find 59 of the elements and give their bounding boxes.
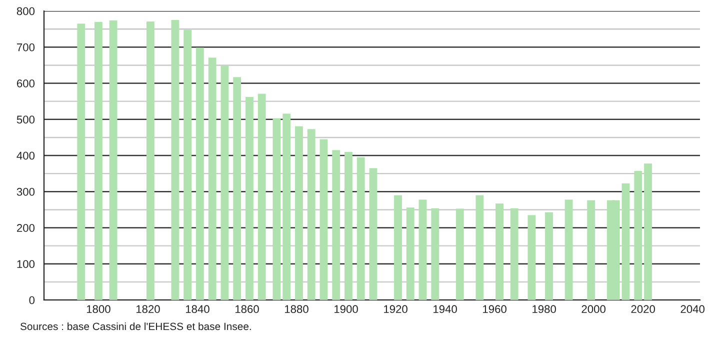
bar bbox=[344, 152, 352, 300]
y-tick-label: 800 bbox=[16, 7, 35, 16]
bar bbox=[644, 163, 652, 300]
x-tick-label: 2020 bbox=[631, 305, 655, 314]
bar bbox=[146, 21, 154, 300]
bar bbox=[258, 94, 266, 300]
x-tick-label: 1900 bbox=[334, 305, 358, 314]
x-tick-label: 2040 bbox=[680, 305, 704, 314]
bar bbox=[587, 200, 596, 300]
x-tick-label: 1840 bbox=[186, 305, 210, 314]
bar bbox=[233, 77, 242, 300]
bar bbox=[220, 66, 229, 300]
y-tick-label: 300 bbox=[16, 188, 35, 196]
x-tick-label: 1800 bbox=[86, 305, 110, 314]
x-tick-label: 1960 bbox=[483, 305, 506, 314]
x-tick-label: 1980 bbox=[532, 305, 556, 314]
y-tick-label: 500 bbox=[16, 116, 35, 124]
x-tick-label: 1940 bbox=[434, 305, 457, 314]
y-tick-label: 600 bbox=[17, 80, 35, 88]
bar bbox=[282, 114, 291, 300]
bar bbox=[307, 129, 316, 300]
bar bbox=[476, 195, 484, 300]
bar bbox=[208, 58, 216, 300]
x-tick-label: 1920 bbox=[384, 305, 408, 314]
bar bbox=[109, 20, 118, 300]
bar bbox=[431, 208, 440, 300]
x-tick-label: 1860 bbox=[235, 305, 259, 314]
bar bbox=[369, 168, 378, 300]
bar bbox=[320, 139, 328, 300]
bar bbox=[77, 24, 86, 300]
bar bbox=[406, 208, 414, 300]
bar bbox=[634, 171, 642, 300]
bar bbox=[545, 212, 553, 300]
bar bbox=[394, 195, 402, 300]
bar bbox=[356, 157, 365, 300]
y-tick-label: 200 bbox=[16, 224, 35, 232]
y-tick-label: 100 bbox=[17, 260, 35, 268]
source-note: Sources : base Cassini de l'EHESS et base Insee. bbox=[20, 322, 251, 330]
bar bbox=[246, 96, 254, 300]
bar bbox=[528, 215, 536, 300]
bar bbox=[94, 22, 102, 300]
bar bbox=[622, 183, 630, 300]
bar bbox=[564, 200, 573, 300]
bar bbox=[496, 204, 504, 300]
bar bbox=[332, 150, 340, 300]
bar bbox=[456, 208, 464, 300]
bar bbox=[171, 20, 180, 300]
x-tick-label: 1820 bbox=[136, 305, 160, 314]
bar bbox=[418, 200, 427, 300]
bar bbox=[295, 126, 303, 300]
y-tick-label: 0 bbox=[29, 296, 35, 304]
bar bbox=[510, 208, 518, 300]
bar bbox=[196, 47, 204, 300]
y-tick-label: 400 bbox=[16, 152, 35, 160]
bar bbox=[184, 30, 192, 300]
bar bbox=[272, 118, 281, 300]
y-tick-label: 700 bbox=[17, 43, 35, 52]
x-tick-label: 1880 bbox=[284, 305, 308, 314]
x-tick-label: 2000 bbox=[582, 305, 606, 314]
